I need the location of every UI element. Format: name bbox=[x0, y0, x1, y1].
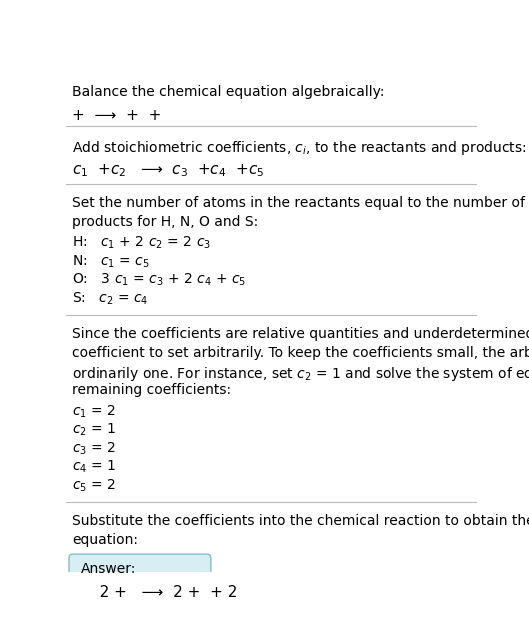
Text: coefficient to set arbitrarily. To keep the coefficients small, the arbitrary va: coefficient to set arbitrarily. To keep … bbox=[72, 346, 529, 360]
Text: Add stoichiometric coefficients, $c_i$, to the reactants and products:: Add stoichiometric coefficients, $c_i$, … bbox=[72, 139, 527, 157]
Text: remaining coefficients:: remaining coefficients: bbox=[72, 383, 231, 397]
Text: $c_3$ = 2: $c_3$ = 2 bbox=[72, 440, 116, 457]
Text: Set the number of atoms in the reactants equal to the number of atoms in the: Set the number of atoms in the reactants… bbox=[72, 196, 529, 210]
Text: O:   3 $c_1$ = $c_3$ + 2 $c_4$ + $c_5$: O: 3 $c_1$ = $c_3$ + 2 $c_4$ + $c_5$ bbox=[72, 272, 247, 288]
Text: $c_1$ = 2: $c_1$ = 2 bbox=[72, 403, 116, 420]
Text: N:   $c_1$ = $c_5$: N: $c_1$ = $c_5$ bbox=[72, 253, 150, 270]
Text: $c_5$ = 2: $c_5$ = 2 bbox=[72, 477, 116, 494]
Text: Answer:: Answer: bbox=[80, 563, 136, 576]
Text: +  ⟶  +  +: + ⟶ + + bbox=[72, 108, 162, 123]
FancyBboxPatch shape bbox=[69, 554, 211, 622]
Text: ordinarily one. For instance, set $c_2$ = 1 and solve the system of equations fo: ordinarily one. For instance, set $c_2$ … bbox=[72, 365, 529, 383]
Text: S:   $c_2$ = $c_4$: S: $c_2$ = $c_4$ bbox=[72, 291, 149, 307]
Text: equation:: equation: bbox=[72, 533, 138, 547]
Text: Substitute the coefficients into the chemical reaction to obtain the balanced: Substitute the coefficients into the che… bbox=[72, 514, 529, 529]
Text: Since the coefficients are relative quantities and underdetermined, choose a: Since the coefficients are relative quan… bbox=[72, 327, 529, 341]
Text: $c_1$  +$c_2$   ⟶  $c_3$  +$c_4$  +$c_5$: $c_1$ +$c_2$ ⟶ $c_3$ +$c_4$ +$c_5$ bbox=[72, 163, 264, 179]
Text: $c_2$ = 1: $c_2$ = 1 bbox=[72, 422, 116, 438]
Text: H:   $c_1$ + 2 $c_2$ = 2 $c_3$: H: $c_1$ + 2 $c_2$ = 2 $c_3$ bbox=[72, 235, 212, 251]
Text: 2 +   ⟶  2 +  + 2: 2 + ⟶ 2 + + 2 bbox=[85, 585, 237, 600]
Text: Balance the chemical equation algebraically:: Balance the chemical equation algebraica… bbox=[72, 85, 385, 99]
Text: $c_4$ = 1: $c_4$ = 1 bbox=[72, 459, 116, 475]
Text: products for H, N, O and S:: products for H, N, O and S: bbox=[72, 215, 259, 229]
